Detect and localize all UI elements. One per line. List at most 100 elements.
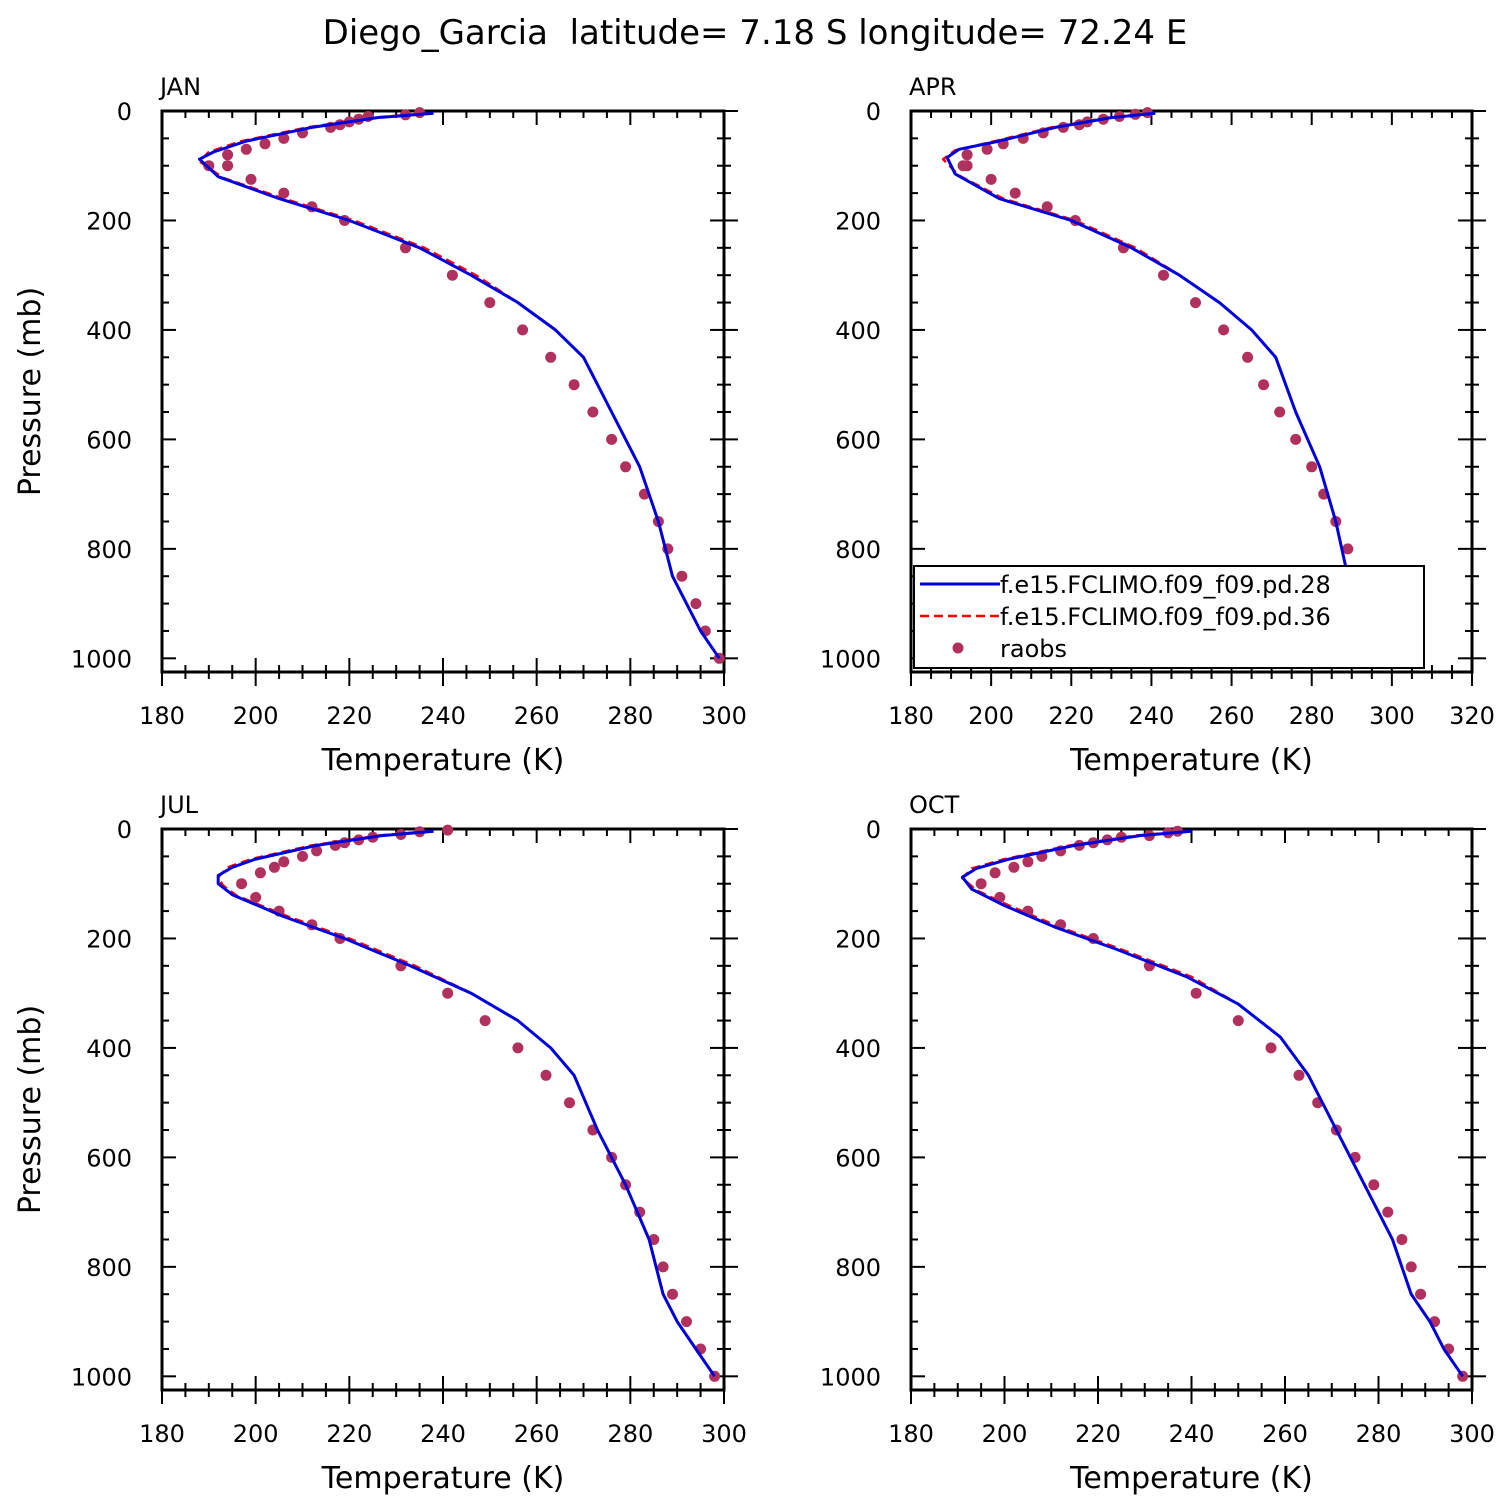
x-tick-label: 180 (888, 702, 934, 730)
series-f-e15-fclimo-f09-f09-pd-28 (960, 829, 1464, 1378)
raobs-point (297, 850, 308, 862)
raobs-point (479, 1015, 491, 1027)
x-tick-label: 220 (1075, 1420, 1121, 1448)
raobs-point (484, 297, 496, 309)
y-axis-title: Pressure (mb) (13, 1005, 48, 1214)
y-axis-title: Pressure (mb) (13, 287, 48, 496)
y-tick-label: 800 (86, 1254, 132, 1282)
y-tick-label: 400 (86, 1035, 132, 1063)
y-tick-label: 600 (86, 1144, 132, 1172)
x-axis-title: Temperature (K) (321, 743, 565, 778)
raobs-point (568, 379, 580, 391)
series-raobs (975, 825, 1469, 1382)
panel-label: JUL (158, 791, 199, 819)
x-tick-label: 180 (888, 1420, 934, 1448)
raobs-point (250, 891, 262, 903)
series-f-e15-fclimo-f09-f09-pd-36 (216, 829, 716, 1378)
y-tick-label: 400 (86, 317, 132, 345)
x-tick-label: 180 (139, 1420, 185, 1448)
raobs-point (400, 242, 411, 254)
raobs-point (957, 160, 969, 172)
raobs-point (1368, 1179, 1380, 1191)
raobs-point (975, 878, 987, 890)
y-tick-label: 400 (835, 1035, 881, 1063)
x-tick-label: 320 (1449, 702, 1495, 730)
x-tick-label: 240 (1129, 702, 1175, 730)
raobs-point (690, 598, 702, 610)
y-tick-label: 200 (86, 207, 132, 235)
raobs-point (1232, 1015, 1244, 1027)
plot-frame (160, 827, 726, 1392)
raobs-point (442, 987, 454, 999)
raobs-point (1158, 269, 1169, 281)
raobs-point (981, 143, 993, 155)
raobs-point (1008, 861, 1020, 873)
x-tick-label: 220 (326, 1420, 372, 1448)
model-line-pd28 (216, 829, 716, 1378)
y-tick-label: 0 (866, 816, 881, 844)
raobs-point (994, 891, 1006, 903)
x-tick-label: 240 (420, 1420, 466, 1448)
raobs-point (278, 187, 290, 199)
y-tick-label: 800 (835, 1254, 881, 1282)
x-tick-label: 300 (701, 1420, 747, 1448)
raobs-point (1265, 1042, 1277, 1054)
y-tick-label: 600 (86, 426, 132, 454)
raobs-point (606, 433, 618, 445)
raobs-point (681, 1316, 692, 1328)
raobs-point (1242, 351, 1254, 363)
x-tick-label: 240 (1169, 1420, 1215, 1448)
raobs-point (1290, 433, 1302, 445)
y-tick-label: 200 (835, 207, 881, 235)
y-tick-label: 1000 (71, 645, 132, 673)
x-tick-label: 200 (968, 702, 1014, 730)
y-tick-label: 0 (117, 816, 132, 844)
raobs-point (989, 867, 1001, 879)
x-tick-label: 300 (1369, 702, 1415, 730)
model-line-pd36 (961, 829, 1464, 1378)
y-tick-label: 1000 (820, 645, 881, 673)
x-tick-label: 280 (607, 1420, 653, 1448)
raobs-point (442, 824, 454, 836)
panel-jan: 180 200 220 240 260 280 300 0 200 400 600 800 1000 JA… (13, 73, 747, 778)
raobs-point (545, 351, 557, 363)
raobs-point (259, 138, 271, 150)
raobs-point (1190, 987, 1202, 999)
raobs-point (222, 160, 234, 172)
raobs-point (1342, 543, 1354, 555)
raobs-point (517, 324, 529, 336)
plot-frame (909, 827, 1474, 1392)
raobs-point (236, 878, 248, 890)
series-f-e15-fclimo-f09-f09-pd-28 (198, 111, 721, 660)
model-line-pd28 (198, 111, 721, 660)
legend-label: raobs (1000, 635, 1067, 663)
x-tick-label: 280 (1356, 1420, 1402, 1448)
figure-title: Diego_Garcia latitude= 7.18 S longitude=… (323, 13, 1188, 53)
raobs-point (1274, 406, 1286, 418)
raobs-point (512, 1042, 524, 1054)
panel-label: APR (909, 73, 957, 101)
raobs-point (961, 149, 973, 161)
raobs-point (657, 1261, 669, 1273)
panel-label: JAN (158, 73, 201, 101)
raobs-point (1306, 461, 1318, 473)
y-tick-label: 1000 (820, 1363, 881, 1391)
x-tick-label: 280 (607, 702, 653, 730)
raobs-point (1405, 1261, 1417, 1273)
x-tick-label: 240 (420, 702, 466, 730)
raobs-point (1041, 201, 1053, 213)
raobs-point (245, 173, 257, 185)
model-line-pd28 (945, 111, 1398, 660)
raobs-point (1293, 1069, 1305, 1081)
raobs-point (1218, 324, 1230, 336)
raobs-point (311, 845, 323, 857)
x-tick-label: 260 (1262, 1420, 1308, 1448)
series-f-e15-fclimo-f09-f09-pd-36 (961, 829, 1464, 1378)
legend: f.e15.FCLIMO.f09_f09.pd.28 f.e15.FCLIMO.f… (913, 565, 1425, 669)
x-axis-title: Temperature (K) (1069, 1461, 1313, 1496)
y-tick-label: 200 (86, 925, 132, 953)
y-tick-label: 600 (835, 426, 881, 454)
raobs-point (240, 143, 252, 155)
model-line-pd36 (198, 111, 721, 660)
raobs-point (667, 1288, 678, 1300)
